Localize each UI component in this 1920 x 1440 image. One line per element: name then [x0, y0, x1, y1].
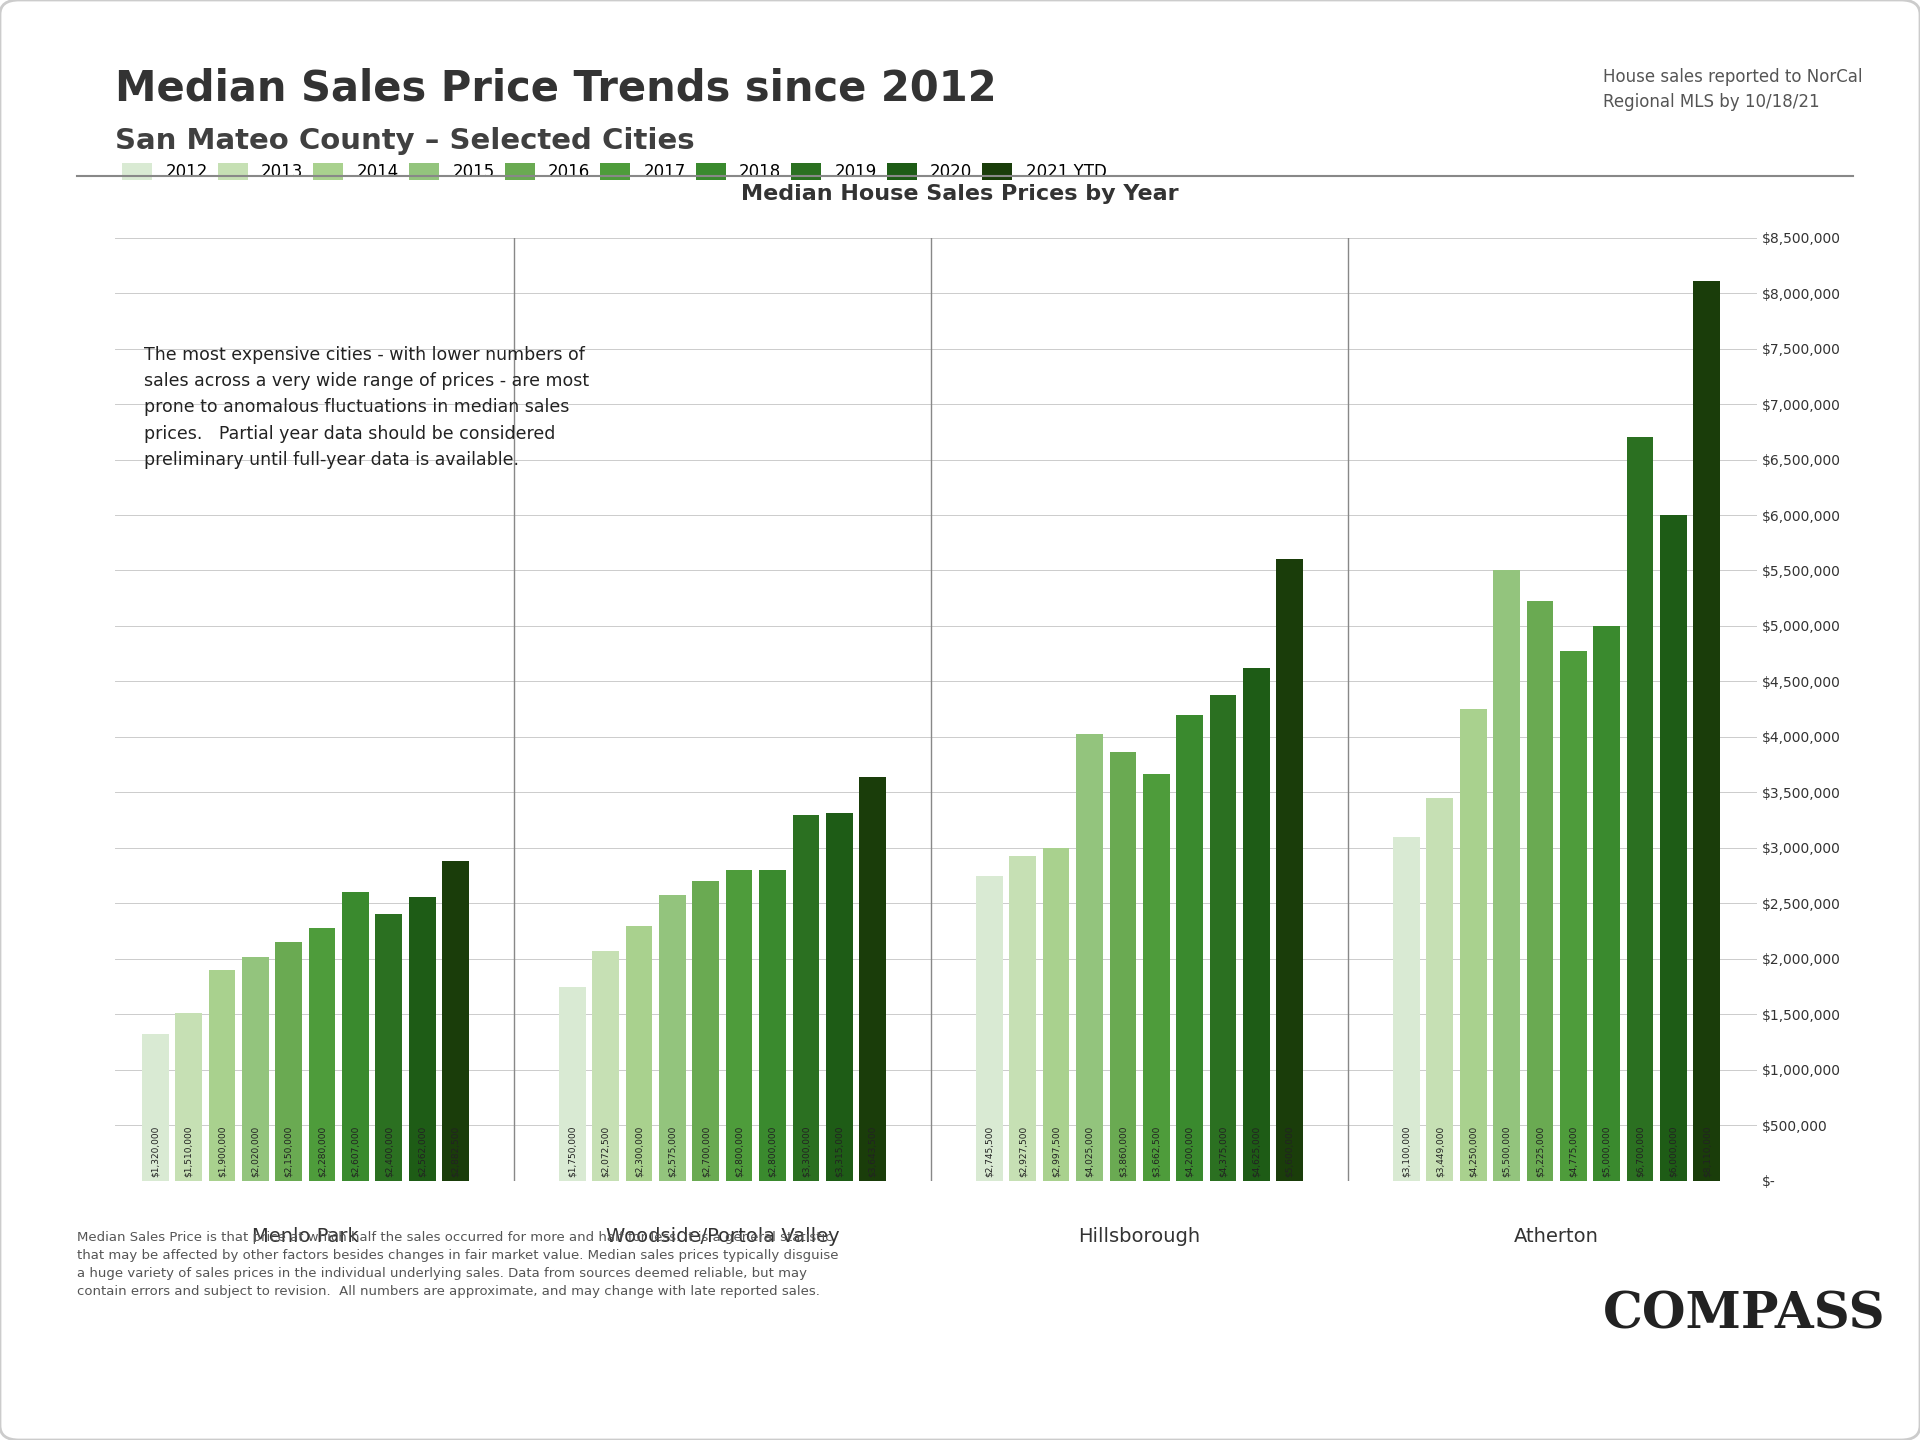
Bar [1277, 559, 1304, 1181]
Bar [209, 971, 236, 1181]
Text: $4,200,000: $4,200,000 [1185, 1126, 1194, 1178]
Text: The most expensive cities - with lower numbers of
sales across a very wide range: The most expensive cities - with lower n… [144, 346, 589, 469]
Bar [793, 815, 820, 1181]
Text: Atherton: Atherton [1515, 1227, 1599, 1247]
Text: $2,562,000: $2,562,000 [419, 1126, 426, 1178]
Bar [342, 891, 369, 1181]
Text: $2,575,000: $2,575,000 [668, 1126, 678, 1178]
Text: $2,997,500: $2,997,500 [1052, 1126, 1060, 1178]
Text: $8,110,000: $8,110,000 [1703, 1126, 1711, 1178]
Text: $2,280,000: $2,280,000 [317, 1126, 326, 1178]
Bar [975, 876, 1002, 1181]
Bar [826, 814, 852, 1181]
Text: $2,150,000: $2,150,000 [284, 1126, 294, 1178]
Bar [1177, 714, 1204, 1181]
Bar [442, 861, 468, 1181]
Text: House sales reported to NorCal
Regional MLS by 10/18/21: House sales reported to NorCal Regional … [1603, 68, 1862, 111]
Bar [1693, 281, 1720, 1181]
Bar [860, 776, 885, 1181]
Bar [1626, 438, 1653, 1181]
Text: $4,775,000: $4,775,000 [1569, 1126, 1578, 1178]
Text: COMPASS: COMPASS [1603, 1290, 1885, 1339]
Text: $3,449,000: $3,449,000 [1436, 1126, 1444, 1178]
Bar [409, 897, 436, 1181]
Bar [726, 870, 753, 1181]
Text: Hillsborough: Hillsborough [1079, 1227, 1200, 1247]
Text: $1,320,000: $1,320,000 [152, 1126, 159, 1178]
Text: San Mateo County – Selected Cities: San Mateo County – Selected Cities [115, 127, 695, 154]
Bar [175, 1014, 202, 1181]
Text: $1,900,000: $1,900,000 [217, 1126, 227, 1178]
Text: Median Sales Price Trends since 2012: Median Sales Price Trends since 2012 [115, 68, 996, 109]
Bar [242, 956, 269, 1181]
Bar [659, 896, 685, 1181]
Bar [626, 926, 653, 1181]
Text: $6,700,000: $6,700,000 [1636, 1126, 1645, 1178]
Text: $5,600,000: $5,600,000 [1284, 1126, 1294, 1178]
Text: $2,400,000: $2,400,000 [384, 1126, 394, 1178]
Bar [275, 942, 301, 1181]
Bar [376, 914, 401, 1181]
Text: Median Sales Price is that price at which half the sales occurred for more and h: Median Sales Price is that price at whic… [77, 1231, 839, 1299]
Text: $2,072,500: $2,072,500 [601, 1126, 611, 1178]
Text: Median House Sales Prices by Year: Median House Sales Prices by Year [741, 184, 1179, 204]
Text: $3,100,000: $3,100,000 [1402, 1126, 1411, 1178]
Text: $2,700,000: $2,700,000 [701, 1126, 710, 1178]
Bar [593, 950, 618, 1181]
Bar [758, 870, 785, 1181]
Text: $1,750,000: $1,750,000 [568, 1126, 576, 1178]
Bar [1242, 668, 1269, 1181]
Bar [1075, 734, 1102, 1181]
Text: $4,625,000: $4,625,000 [1252, 1126, 1261, 1178]
Text: $2,927,500: $2,927,500 [1018, 1126, 1027, 1178]
Bar [1394, 837, 1419, 1181]
Bar [1526, 600, 1553, 1181]
Text: $4,025,000: $4,025,000 [1085, 1126, 1094, 1178]
Text: Woodside/Portola Valley: Woodside/Portola Valley [605, 1227, 839, 1247]
Bar [1459, 710, 1486, 1181]
Bar [559, 986, 586, 1181]
Bar [309, 927, 336, 1181]
Legend: 2012, 2013, 2014, 2015, 2016, 2017, 2018, 2019, 2020, 2021 YTD: 2012, 2013, 2014, 2015, 2016, 2017, 2018… [115, 157, 1114, 187]
Text: $5,000,000: $5,000,000 [1601, 1126, 1611, 1178]
Text: $2,020,000: $2,020,000 [252, 1126, 259, 1178]
Bar [1142, 775, 1169, 1181]
Text: Menlo Park: Menlo Park [252, 1227, 359, 1247]
Bar [1010, 855, 1037, 1181]
Text: $4,375,000: $4,375,000 [1219, 1126, 1227, 1178]
Bar [1594, 626, 1620, 1181]
Text: $2,800,000: $2,800,000 [735, 1126, 743, 1178]
Bar [1043, 848, 1069, 1181]
Bar [1427, 798, 1453, 1181]
Text: $3,860,000: $3,860,000 [1117, 1126, 1127, 1178]
Text: $2,745,500: $2,745,500 [985, 1126, 995, 1178]
Bar [1110, 753, 1137, 1181]
Text: $3,300,000: $3,300,000 [801, 1126, 810, 1178]
Text: $2,300,000: $2,300,000 [634, 1126, 643, 1178]
Text: $2,607,000: $2,607,000 [351, 1126, 359, 1178]
Text: $3,643,500: $3,643,500 [868, 1126, 877, 1178]
Text: $5,500,000: $5,500,000 [1501, 1126, 1511, 1178]
Text: $5,225,000: $5,225,000 [1536, 1126, 1544, 1178]
Bar [1559, 651, 1586, 1181]
Bar [1661, 516, 1688, 1181]
Bar [1210, 696, 1236, 1181]
Text: $2,882,500: $2,882,500 [451, 1126, 461, 1178]
Text: $6,000,000: $6,000,000 [1668, 1126, 1678, 1178]
Bar [1494, 570, 1521, 1181]
Text: $1,510,000: $1,510,000 [184, 1126, 194, 1178]
Text: $3,315,000: $3,315,000 [835, 1126, 843, 1178]
Bar [142, 1034, 169, 1181]
Bar [693, 881, 720, 1181]
Text: $3,662,500: $3,662,500 [1152, 1126, 1162, 1178]
Text: $4,250,000: $4,250,000 [1469, 1126, 1478, 1178]
Text: $2,800,000: $2,800,000 [768, 1126, 778, 1178]
